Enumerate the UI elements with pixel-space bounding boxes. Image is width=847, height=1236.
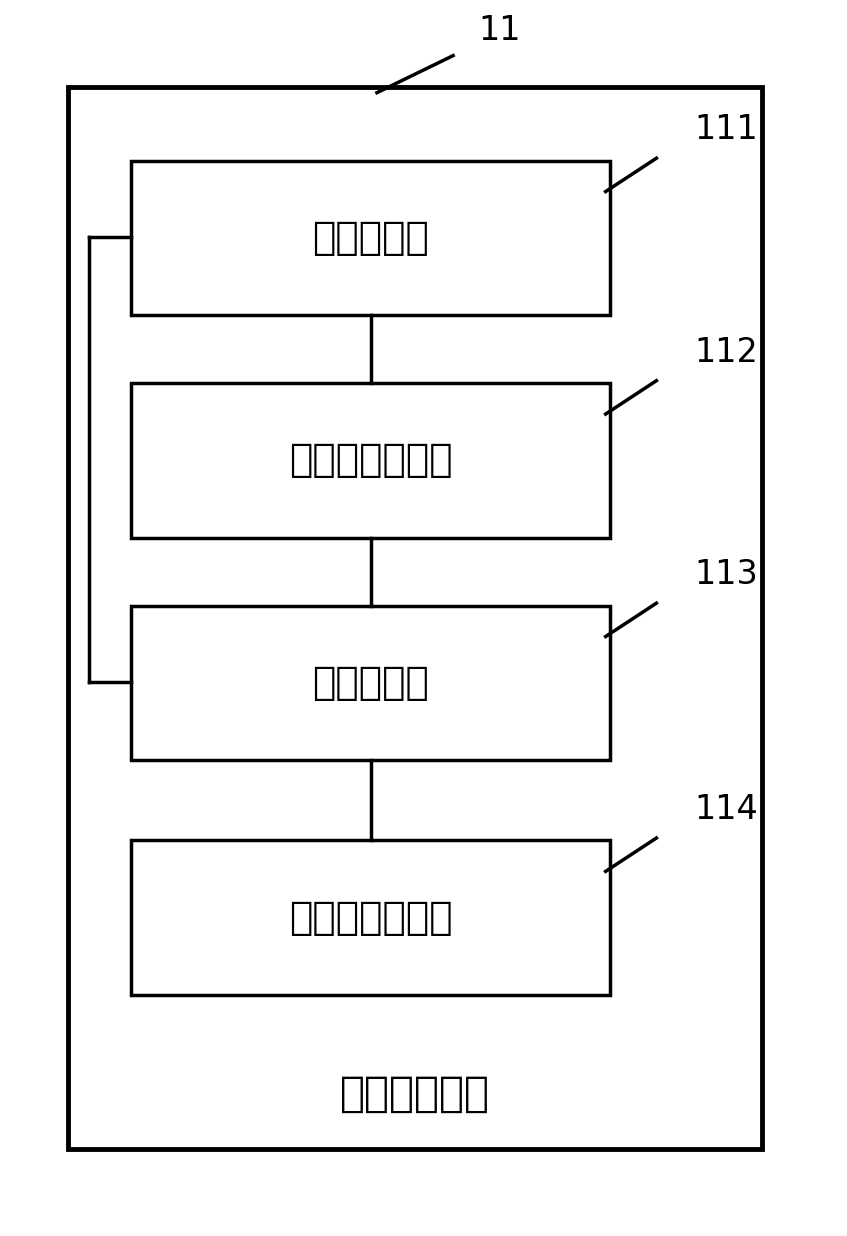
- Text: 114: 114: [695, 794, 758, 826]
- Bar: [131, 840, 610, 995]
- Text: 扫描子单元: 扫描子单元: [313, 219, 429, 257]
- Text: 扫描连接单元: 扫描连接单元: [340, 1073, 490, 1115]
- Text: 通知子单元: 通知子单元: [313, 664, 429, 702]
- Text: 113: 113: [695, 559, 758, 591]
- Text: 结果生成子单元: 结果生成子单元: [289, 441, 452, 480]
- Bar: [131, 606, 610, 760]
- Bar: [131, 383, 610, 538]
- Text: 112: 112: [695, 336, 758, 368]
- Text: 11: 11: [479, 15, 521, 47]
- Text: 111: 111: [695, 114, 758, 146]
- Text: 连接建立子单元: 连接建立子单元: [289, 899, 452, 937]
- Bar: [68, 87, 762, 1149]
- Bar: [131, 161, 610, 315]
